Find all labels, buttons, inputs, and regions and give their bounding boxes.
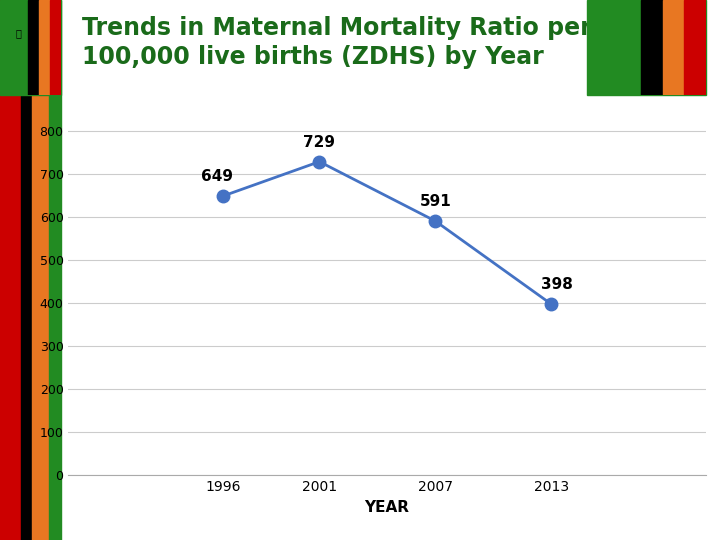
Text: 🦅: 🦅: [15, 28, 22, 38]
Text: 398: 398: [541, 277, 573, 292]
Bar: [684, 0, 706, 94]
Bar: [22, 0, 32, 540]
MMR: [219, 193, 228, 199]
Line: MMR: MMR: [217, 156, 557, 310]
X-axis label: YEAR: YEAR: [364, 500, 410, 515]
Bar: [0, 0, 22, 540]
Text: 🦅: 🦅: [647, 24, 658, 43]
Text: Trends in Maternal Mortality Ratio per
100,000 live births (ZDHS) by Year: Trends in Maternal Mortality Ratio per 1…: [82, 16, 592, 69]
Bar: [28, 0, 39, 94]
Text: 591: 591: [419, 194, 451, 209]
Bar: [39, 0, 50, 94]
Bar: [642, 0, 663, 94]
MMR: [431, 218, 440, 224]
Bar: [32, 0, 49, 540]
Text: 729: 729: [303, 134, 336, 150]
MMR: [315, 158, 324, 165]
MMR: [546, 301, 555, 307]
Bar: [663, 0, 684, 94]
Bar: [50, 0, 61, 94]
Bar: [49, 0, 61, 540]
Text: 649: 649: [201, 169, 233, 184]
